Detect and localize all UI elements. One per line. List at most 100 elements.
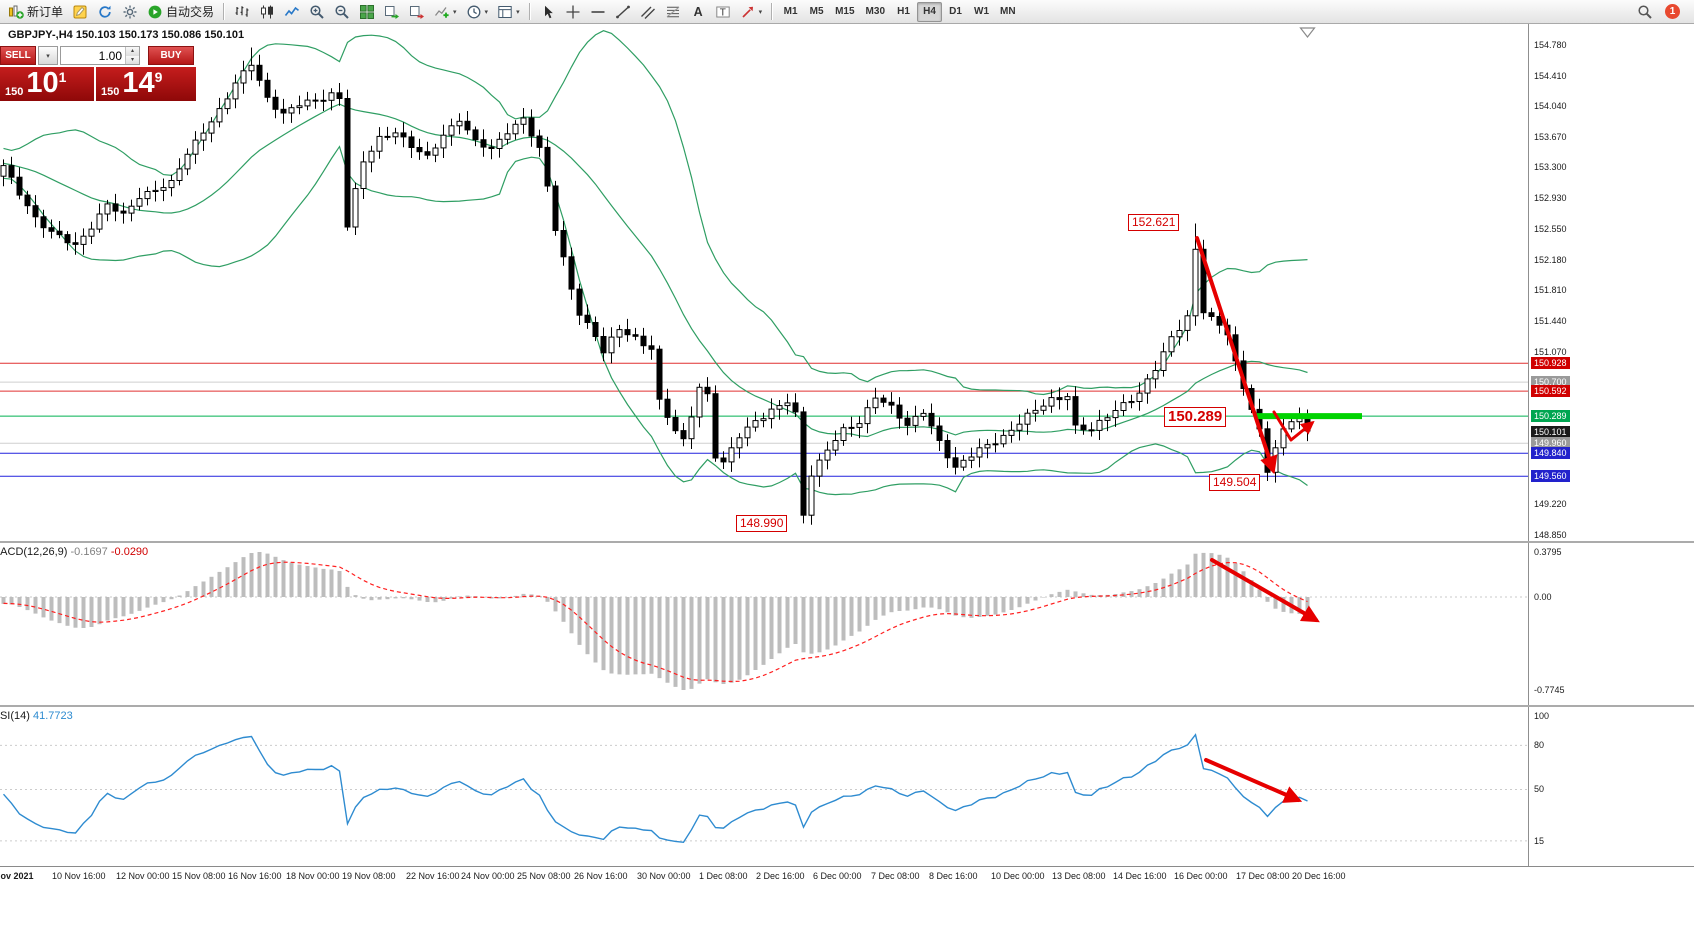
templates-button[interactable]: ▾	[493, 2, 524, 22]
periods-button[interactable]: ▾	[462, 2, 493, 22]
chart-shift-button[interactable]	[405, 2, 429, 22]
options-icon	[122, 4, 138, 20]
rsi-axis-label: 15	[1534, 836, 1545, 846]
trendline-button[interactable]	[611, 2, 635, 22]
macd-canvas[interactable]	[0, 543, 1528, 705]
rsi-panel[interactable]: RSI(14) 41.7723 100 80 50 15	[0, 707, 1694, 866]
rsi-canvas[interactable]	[0, 707, 1528, 866]
bars-button[interactable]	[230, 2, 254, 22]
price-axis-tag: 150.289	[1531, 410, 1570, 423]
ask-prefix: 150	[101, 86, 120, 98]
toolbar-linestudies-group: A T ▾	[536, 2, 767, 22]
crosshair-icon	[565, 4, 581, 20]
metaeditor-button[interactable]	[68, 2, 92, 22]
price-axis-tag: 150.928	[1531, 357, 1570, 370]
options-button[interactable]	[118, 2, 142, 22]
time-axis-label: 19 Nov 08:00	[342, 871, 396, 881]
timeframe-m30-button[interactable]: M30	[865, 6, 885, 17]
autotrading-button[interactable]: 自动交易	[143, 2, 218, 22]
timeframe-h1-button[interactable]: H1	[897, 6, 910, 17]
timeframe-h4-button[interactable]: H4	[917, 1, 942, 22]
time-axis-label: 2 Dec 16:00	[756, 871, 805, 881]
timeframe-m15-button[interactable]: M15	[835, 6, 855, 17]
refresh-button[interactable]	[93, 2, 117, 22]
price-axis-tag: 150.101	[1531, 425, 1570, 438]
arrows-button[interactable]: ▾	[736, 2, 767, 22]
macd-axis[interactable]: 0.3795 0.00 -0.7745	[1528, 543, 1694, 705]
price-annotation[interactable]: 148.990	[736, 515, 788, 532]
fibonacci-icon	[665, 4, 681, 20]
search-button[interactable]	[1633, 2, 1657, 22]
price-chart-canvas[interactable]	[0, 24, 1528, 541]
text-icon: A	[690, 4, 706, 20]
new-order-button[interactable]: 新订单	[4, 2, 67, 22]
price-axis-label: 152.930	[1534, 192, 1567, 203]
time-axis-label: 17 Dec 08:00	[1236, 871, 1290, 881]
timeframe-d1-button[interactable]: D1	[949, 6, 962, 17]
chart-title: GBPJPY-,H4 150.103 150.173 150.086 150.1…	[8, 29, 245, 41]
toolbar: 新订单 自动交易 ▾ ▾ ▾ A T ▾ M1 M5 M15 M30 H1 H4 D1 W1 MN 1	[0, 0, 1694, 24]
price-annotation[interactable]: 152.621	[1128, 214, 1180, 231]
toolbar-separator	[771, 3, 774, 20]
chevron-down-icon: ▾	[453, 8, 457, 16]
time-axis-label: 8 Dec 16:00	[929, 871, 978, 881]
timeframe-w1-button[interactable]: W1	[974, 6, 989, 17]
text-button[interactable]: A	[686, 2, 710, 22]
sell-button[interactable]: SELL	[0, 46, 36, 65]
time-axis-label: 16 Dec 00:00	[1174, 871, 1228, 881]
volume-up-button[interactable]: ▴	[126, 47, 139, 56]
fibonacci-button[interactable]	[661, 2, 685, 22]
indicators-button[interactable]: ▾	[430, 2, 461, 22]
hline-button[interactable]	[586, 2, 610, 22]
timeframe-m1-button[interactable]: M1	[783, 6, 798, 17]
price-axis-label: 151.810	[1534, 285, 1567, 296]
label-icon: T	[715, 4, 731, 20]
line-chart-button[interactable]	[280, 2, 304, 22]
macd-panel[interactable]: MACD(12,26,9) -0.1697 -0.0290 0.3795 0.00…	[0, 543, 1694, 705]
volume-input[interactable]	[61, 47, 125, 64]
crosshair-button[interactable]	[561, 2, 585, 22]
notification-badge[interactable]: 1	[1665, 4, 1680, 19]
macd-axis-label: 0.3795	[1534, 547, 1562, 557]
price-chart-panel[interactable]: 152.621 150.289 149.504 148.990 GBPJPY-,H4 …	[0, 24, 1694, 541]
label-button[interactable]: T	[711, 2, 735, 22]
volume-preset-dropdown[interactable]: ▾	[38, 46, 58, 65]
channel-button[interactable]	[636, 2, 660, 22]
panel-separator[interactable]	[0, 705, 1694, 707]
price-axis-label: 152.550	[1534, 224, 1567, 235]
chart-annotations-layer: 152.621 150.289 149.504 148.990	[0, 24, 1528, 541]
timeframe-m5-button[interactable]: M5	[809, 6, 824, 17]
rsi-axis[interactable]: 100 80 50 15	[1528, 707, 1694, 866]
candles-button[interactable]	[255, 2, 279, 22]
rsi-axis-label: 50	[1534, 784, 1545, 794]
buy-button[interactable]: BUY	[148, 46, 194, 65]
tile-windows-button[interactable]	[355, 2, 379, 22]
price-axis-label: 148.850	[1534, 530, 1567, 540]
chart-shift-icon	[409, 4, 425, 20]
panel-separator[interactable]	[0, 541, 1694, 543]
indicators-icon	[434, 4, 450, 20]
ask-price-display[interactable]: 150 14 9	[96, 67, 196, 101]
bid-price-display[interactable]: 150 10 1	[0, 67, 94, 101]
price-axis-label: 151.440	[1534, 316, 1567, 326]
timeframe-mn-button[interactable]: MN	[1000, 6, 1016, 17]
chevron-down-icon: ▾	[516, 8, 520, 16]
cursor-button[interactable]	[536, 2, 560, 22]
ask-sup-digit: 9	[154, 69, 163, 85]
price-axis-tag: 149.840	[1531, 447, 1570, 460]
time-axis-label: 13 Dec 08:00	[1052, 871, 1106, 881]
price-annotation[interactable]: 149.504	[1209, 474, 1261, 491]
toolbar-separator	[528, 3, 531, 20]
volume-stepper: ▴ ▾	[125, 47, 139, 64]
zoom-in-icon	[309, 4, 325, 20]
price-axis[interactable]: 154.780 154.410 154.040 153.670 153.300 152.9…	[1528, 24, 1694, 541]
price-annotation[interactable]: 150.289	[1164, 407, 1227, 427]
auto-scroll-icon	[384, 4, 400, 20]
channel-icon	[640, 4, 656, 20]
zoom-out-button[interactable]	[330, 2, 354, 22]
volume-down-button[interactable]: ▾	[126, 55, 139, 64]
auto-scroll-button[interactable]	[380, 2, 404, 22]
macd-axis-label: 0.00	[1534, 592, 1552, 602]
zoom-in-button[interactable]	[305, 2, 329, 22]
